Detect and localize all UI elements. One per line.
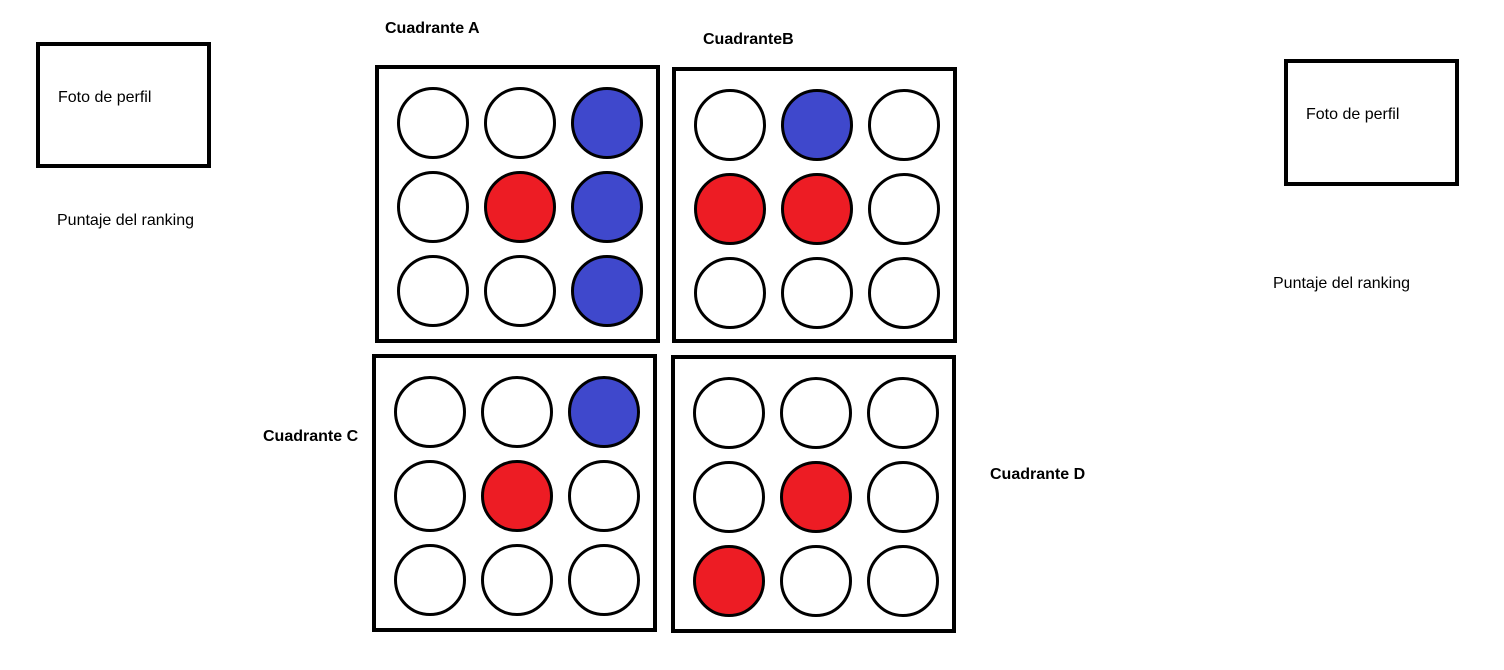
quadrant-c-hole-r3-c2[interactable] xyxy=(481,544,553,616)
quadrant-b-board xyxy=(672,67,957,343)
quadrant-a-label: Cuadrante A xyxy=(385,20,480,38)
quadrant-b-label: CuadranteB xyxy=(703,31,794,49)
quadrant-c-label: Cuadrante C xyxy=(263,428,358,446)
quadrant-a-hole-r2-c3[interactable] xyxy=(571,171,643,243)
quadrant-c-board xyxy=(372,354,657,632)
quadrant-b-hole-r2-c1[interactable] xyxy=(694,173,766,245)
quadrant-b-hole-r1-c1[interactable] xyxy=(694,89,766,161)
quadrant-d-hole-r2-c2[interactable] xyxy=(780,461,852,533)
quadrant-d-hole-r2-c1[interactable] xyxy=(693,461,765,533)
quadrant-a-hole-r3-c2[interactable] xyxy=(484,255,556,327)
quadrant-c-hole-r3-c3[interactable] xyxy=(568,544,640,616)
quadrant-a-hole-r1-c2[interactable] xyxy=(484,87,556,159)
quadrant-d-board xyxy=(671,355,956,633)
quadrant-d-label: Cuadrante D xyxy=(990,466,1085,484)
quadrant-a-hole-r3-c1[interactable] xyxy=(397,255,469,327)
quadrant-d-hole-r3-c2[interactable] xyxy=(780,545,852,617)
quadrant-c-hole-r2-c2[interactable] xyxy=(481,460,553,532)
quadrant-d-hole-r1-c1[interactable] xyxy=(693,377,765,449)
quadrant-b-hole-r3-c1[interactable] xyxy=(694,257,766,329)
quadrant-d-hole-r1-c2[interactable] xyxy=(780,377,852,449)
left-ranking-score: Puntaje del ranking xyxy=(57,212,194,230)
quadrant-c-hole-r3-c1[interactable] xyxy=(394,544,466,616)
quadrant-a-hole-r2-c2[interactable] xyxy=(484,171,556,243)
quadrant-b-hole-r1-c2[interactable] xyxy=(781,89,853,161)
right-profile-photo-label: Foto de perfil xyxy=(1306,106,1399,124)
quadrant-a-board xyxy=(375,65,660,343)
quadrant-d-hole-r3-c3[interactable] xyxy=(867,545,939,617)
quadrant-a-hole-r1-c1[interactable] xyxy=(397,87,469,159)
quadrant-a-hole-r1-c3[interactable] xyxy=(571,87,643,159)
quadrant-c-hole-r2-c3[interactable] xyxy=(568,460,640,532)
quadrant-a-hole-r2-c1[interactable] xyxy=(397,171,469,243)
quadrant-c-hole-r1-c2[interactable] xyxy=(481,376,553,448)
quadrant-d-hole-r3-c1[interactable] xyxy=(693,545,765,617)
quadrant-c-hole-r2-c1[interactable] xyxy=(394,460,466,532)
quadrant-c-hole-r1-c3[interactable] xyxy=(568,376,640,448)
quadrant-b-hole-r2-c3[interactable] xyxy=(868,173,940,245)
quadrant-b-hole-r3-c3[interactable] xyxy=(868,257,940,329)
quadrant-d-hole-r2-c3[interactable] xyxy=(867,461,939,533)
quadrant-b-hole-r2-c2[interactable] xyxy=(781,173,853,245)
quadrant-b-hole-r3-c2[interactable] xyxy=(781,257,853,329)
quadrant-b-hole-r1-c3[interactable] xyxy=(868,89,940,161)
quadrant-c-hole-r1-c1[interactable] xyxy=(394,376,466,448)
left-profile-photo-label: Foto de perfil xyxy=(58,89,151,107)
quadrant-d-hole-r1-c3[interactable] xyxy=(867,377,939,449)
right-ranking-score: Puntaje del ranking xyxy=(1273,275,1410,293)
quadrant-a-hole-r3-c3[interactable] xyxy=(571,255,643,327)
